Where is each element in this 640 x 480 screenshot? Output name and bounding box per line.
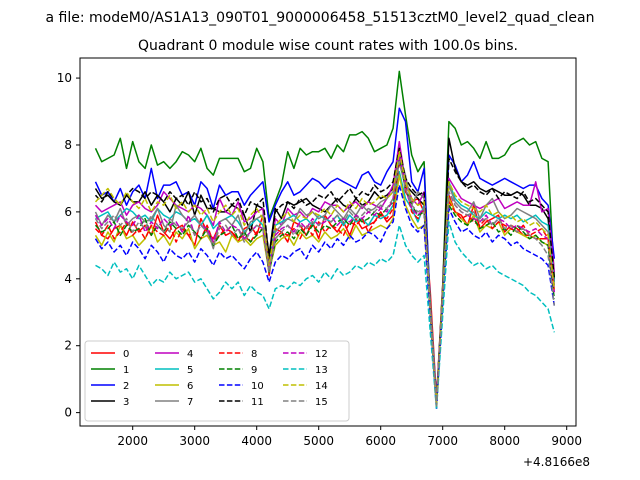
x-tick-label: 4000 xyxy=(241,434,272,448)
plot-frame xyxy=(79,57,577,427)
legend-label-13: 13 xyxy=(315,365,328,376)
x-tick-label: 5000 xyxy=(303,434,334,448)
legend-label-12: 12 xyxy=(315,349,328,360)
series-line-14 xyxy=(94,150,556,407)
legend-label-4: 4 xyxy=(187,349,193,360)
legend-label-11: 11 xyxy=(251,397,264,408)
y-tick-label: 6 xyxy=(64,205,72,219)
series-line-12 xyxy=(94,154,556,404)
y-tick-label: 10 xyxy=(57,71,72,85)
legend-label-8: 8 xyxy=(251,349,257,360)
x-tick-label: 3000 xyxy=(179,434,210,448)
series-line-15 xyxy=(94,160,556,407)
series-line-11 xyxy=(94,147,556,407)
series-line-13 xyxy=(95,221,556,411)
legend-label-6: 6 xyxy=(187,381,193,392)
legend-label-10: 10 xyxy=(251,381,264,392)
plot-lines xyxy=(94,70,556,411)
legend-label-3: 3 xyxy=(123,397,129,408)
y-tick-label: 2 xyxy=(64,339,72,353)
legend-label-5: 5 xyxy=(187,365,193,376)
x-tick-label: 7000 xyxy=(427,434,458,448)
series-line-2 xyxy=(94,107,556,400)
series-line-6 xyxy=(94,174,556,407)
legend-label-15: 15 xyxy=(315,397,328,408)
series-line-9 xyxy=(94,157,556,407)
x-axis-ticks: 2000 3000 4000 5000 6000 7000 8000 9000 xyxy=(117,426,582,448)
legend-label-7: 7 xyxy=(187,397,193,408)
x-tick-label: 9000 xyxy=(551,434,582,448)
x-tick-label: 2000 xyxy=(117,434,148,448)
legend-label-2: 2 xyxy=(123,381,129,392)
series-line-1 xyxy=(94,70,556,404)
series-line-3 xyxy=(94,137,556,404)
legend-label-9: 9 xyxy=(251,365,257,376)
y-axis-ticks: 0 2 4 6 8 10 xyxy=(57,71,80,420)
chart-title: Quadrant 0 module wise count rates with … xyxy=(138,38,518,54)
series-line-7 xyxy=(94,154,556,407)
series-line-10 xyxy=(94,184,556,411)
y-tick-label: 0 xyxy=(64,406,72,420)
legend-label-14: 14 xyxy=(315,381,328,392)
file-name-header: a file: modeM0/AS1A13_090T01_9000006458_… xyxy=(46,10,595,26)
x-tick-label: 8000 xyxy=(489,434,520,448)
x-axis-offset-label: +4.8166e8 xyxy=(523,455,590,469)
x-tick-label: 6000 xyxy=(365,434,396,448)
y-tick-label: 8 xyxy=(64,138,72,152)
y-tick-label: 4 xyxy=(64,272,72,286)
legend-label-1: 1 xyxy=(123,365,129,376)
legend-label-0: 0 xyxy=(123,349,129,360)
